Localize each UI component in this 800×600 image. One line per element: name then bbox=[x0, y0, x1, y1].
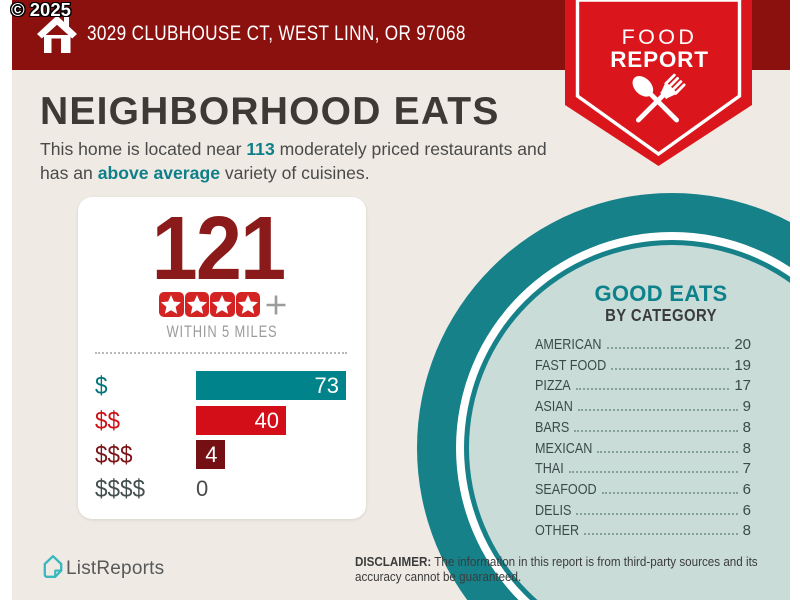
svg-text:REPORT: REPORT bbox=[610, 47, 709, 72]
svg-text:FOOD: FOOD bbox=[622, 25, 698, 49]
